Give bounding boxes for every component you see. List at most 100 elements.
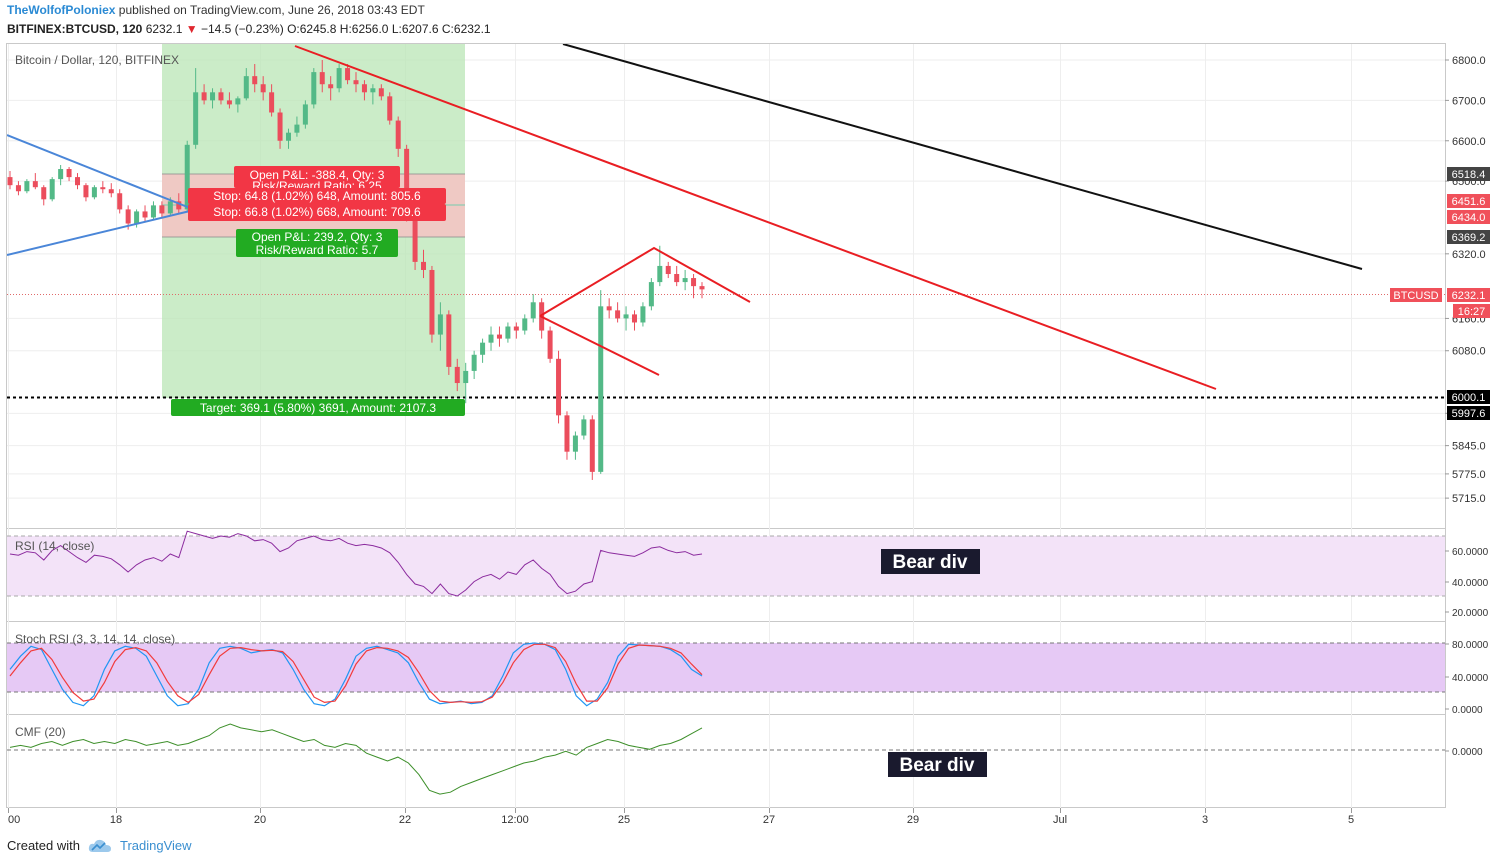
cmf-axis: 0.0000 [1445, 747, 1483, 758]
candle-body [572, 435, 578, 452]
candle-body [24, 181, 30, 192]
candle-body [488, 334, 494, 343]
stop2-box [188, 204, 446, 221]
candle-body [210, 92, 216, 101]
price-flag-label: 6000.1 [1452, 392, 1486, 404]
candle-body [117, 193, 123, 210]
candle-body [496, 334, 502, 339]
price-flag-label: 6369.2 [1452, 232, 1486, 244]
price-tick-label: 6700.0 [1452, 95, 1486, 107]
candle-body [353, 80, 359, 85]
candle-body [556, 358, 562, 416]
price-tick-label: 5845.0 [1452, 441, 1486, 453]
candle-body [674, 274, 680, 283]
author-link[interactable]: TheWolfofPoloniex [7, 3, 116, 17]
candle-body [589, 419, 595, 472]
low-value: L:6207.6 [391, 22, 439, 36]
price-flag-label: 16:27 [1458, 306, 1486, 318]
triangle-upper-line[interactable] [7, 134, 191, 209]
high-value: H:6256.0 [339, 22, 389, 36]
candle-body [235, 98, 241, 105]
candle-body [100, 187, 106, 190]
candle-body [184, 144, 190, 210]
candle-body [66, 169, 72, 178]
candle-body [125, 209, 131, 224]
stop1-label: Stop: 64.8 (1.02%) 648, Amount: 805.6 [213, 189, 421, 203]
price-axis[interactable]: 6800.06700.06600.06500.06320.06160.06080… [1445, 55, 1486, 505]
price-labels: 6518.4 6451.6 6434.0 6369.2 BTCUSD 6232.1 16:2… [1390, 167, 1490, 420]
published-text: published on TradingView.com, June 26, 2… [118, 3, 425, 17]
channel-upper-line[interactable] [539, 246, 751, 317]
footer: Created with TradingView [7, 838, 192, 853]
stop2-label: Stop: 66.8 (1.02%) 668, Amount: 709.6 [213, 205, 421, 219]
target-label: Target: 369.1 (5.80%) 3691, Amount: 2107… [200, 401, 436, 415]
candle-body [15, 185, 21, 192]
time-tick-label: 25 [618, 814, 630, 826]
price-flag-label: 5997.6 [1452, 408, 1486, 420]
down-arrow-icon: ▼ [185, 22, 198, 36]
candle-body [7, 177, 13, 186]
rsi-axis: 60.0000 40.0000 20.0000 [1445, 547, 1489, 619]
target-box [171, 399, 465, 416]
candle-body [226, 100, 232, 105]
time-axis[interactable]: 00 18 20 22 12:00 25 27 29 Jul 3 5 [8, 808, 1354, 826]
publish-info: TheWolfofPoloniex published on TradingVi… [7, 3, 425, 17]
long-pnl-box [236, 229, 398, 257]
candle-body [564, 415, 570, 452]
candle-body [412, 213, 418, 262]
price-flag [1447, 210, 1490, 224]
time-tick-label: 20 [254, 814, 266, 826]
candle-body [429, 269, 435, 335]
price-flag [1447, 288, 1490, 302]
short-pnl-box [234, 166, 400, 188]
candle-body [201, 92, 207, 101]
tradingview-brand-link[interactable]: TradingView [119, 838, 192, 853]
channel-lower-line[interactable] [539, 315, 660, 376]
candle-body [285, 132, 291, 141]
indicator-tick-label: 60.0000 [1452, 547, 1489, 558]
triangle-lower-line[interactable] [7, 210, 191, 256]
candle-body [463, 370, 469, 384]
price-flag [1390, 288, 1442, 302]
candle-body [277, 112, 283, 141]
time-tick-label: 12:00 [501, 814, 529, 826]
trendlines[interactable] [7, 44, 1363, 390]
stoch-k-line [9, 642, 703, 707]
price-tick-label: 6320.0 [1452, 249, 1486, 261]
candle-body [336, 68, 342, 89]
price-flag [1447, 390, 1490, 404]
candle-body [370, 88, 376, 93]
candle-body [378, 88, 384, 97]
stoch-axis: 80.0000 40.0000 0.0000 [1445, 640, 1489, 716]
indicator-tick-label: 0.0000 [1452, 747, 1483, 758]
candle-body [471, 354, 477, 371]
candle-body [522, 318, 528, 331]
candle-body [505, 326, 511, 339]
candle-body [345, 68, 351, 81]
price-flag-label: 6232.1 [1452, 290, 1486, 302]
candle-body [252, 76, 258, 85]
candle-body [150, 205, 156, 218]
close-value: C:6232.1 [441, 22, 491, 36]
candle-body [134, 211, 140, 224]
downtrend-red-line[interactable] [294, 45, 1217, 390]
candle-body [395, 120, 401, 149]
downtrend-black-line[interactable] [562, 44, 1363, 270]
price-tick-label: 6800.0 [1452, 55, 1486, 67]
candle-body [404, 148, 410, 214]
indicator-tick-label: 20.0000 [1452, 608, 1489, 619]
candle-body [691, 278, 697, 287]
candle-body [193, 92, 199, 145]
candle-body [328, 84, 334, 89]
candle-body [598, 306, 604, 472]
time-tick-label: 5 [1348, 814, 1354, 826]
candle-body [631, 314, 637, 323]
candle-body [446, 314, 452, 367]
symbol-label[interactable]: BITFINEX:BTCUSD, 120 [7, 22, 143, 36]
candle-body [311, 72, 317, 105]
candle-body [665, 265, 671, 275]
price-tick-label: 5715.0 [1452, 493, 1486, 505]
time-tick-label: Jul [1053, 814, 1067, 826]
symbol-info: BITFINEX:BTCUSD, 120 6232.1 ▼ −14.5 (−0.… [7, 22, 491, 36]
